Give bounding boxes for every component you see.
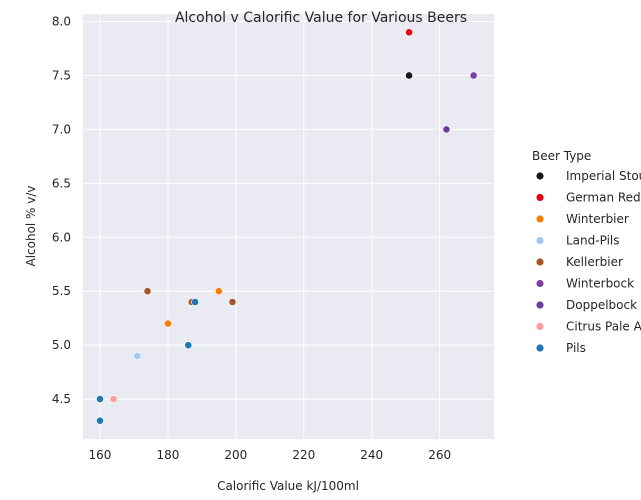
x-tick-label: 160 (89, 448, 112, 462)
legend-marker (536, 215, 544, 223)
data-point (96, 416, 104, 425)
y-tick-label: 5.0 (52, 338, 71, 352)
legend-marker (536, 236, 544, 245)
y-tick-label: 7.5 (52, 68, 71, 82)
legend-marker (536, 344, 544, 352)
legend-marker (536, 279, 544, 288)
x-tick-label: 200 (224, 448, 247, 462)
x-tick-label: 220 (292, 448, 315, 462)
legend-label: German Red (566, 191, 641, 205)
data-point (133, 352, 142, 360)
x-tick-labels: 160 180 200 220 240 260 (89, 448, 452, 462)
data-point (442, 125, 451, 134)
x-tick-label: 240 (360, 448, 383, 462)
legend-label: Land-Pils (566, 234, 619, 248)
data-point (469, 71, 478, 80)
data-point (184, 341, 193, 350)
data-points (96, 28, 478, 425)
plot-background (83, 14, 494, 439)
data-point (228, 298, 237, 306)
data-point (143, 287, 152, 296)
y-axis-label: Alcohol % v/v (24, 185, 38, 266)
chart-title: Alcohol v Calorific Value for Various Be… (175, 10, 467, 26)
data-point (191, 298, 199, 306)
y-tick-label: 6.0 (52, 230, 71, 244)
data-point (96, 395, 104, 403)
y-tick-label: 6.5 (52, 176, 71, 190)
grid-lines (83, 14, 494, 439)
legend-marker (536, 172, 544, 180)
data-point (214, 287, 223, 296)
y-tick-label: 7.0 (52, 122, 71, 136)
x-tick-label: 180 (156, 448, 179, 462)
y-tick-label: 8.0 (52, 15, 71, 29)
data-point (109, 395, 118, 403)
data-point (405, 71, 413, 80)
y-tick-label: 5.5 (52, 284, 71, 298)
legend-label: Winterbock (566, 277, 634, 291)
legend-marker (536, 301, 544, 309)
legend-label: Kellerbier (566, 255, 623, 269)
y-tick-labels: 4.5 5.0 5.5 6.0 6.5 7.0 7.5 8.0 (52, 15, 71, 407)
legend-label: Pils (566, 341, 586, 355)
x-axis-label: Calorific Value kJ/100ml (217, 479, 359, 493)
legend-marker (536, 258, 544, 266)
y-tick-label: 4.5 (52, 392, 71, 406)
legend-label: Winterbier (566, 212, 629, 226)
legend-marker (536, 193, 544, 202)
legend-label: Citrus Pale Ale (566, 320, 641, 334)
legend-label: Doppelbock (566, 298, 637, 312)
legend-marker (536, 322, 544, 331)
legend-label: Imperial Stout (566, 169, 641, 183)
data-point (405, 28, 413, 37)
x-tick-label: 260 (428, 448, 451, 462)
legend: Beer Type Imperial Stout German Red Winter… (532, 149, 641, 355)
data-point (164, 319, 172, 328)
legend-title: Beer Type (532, 149, 591, 163)
